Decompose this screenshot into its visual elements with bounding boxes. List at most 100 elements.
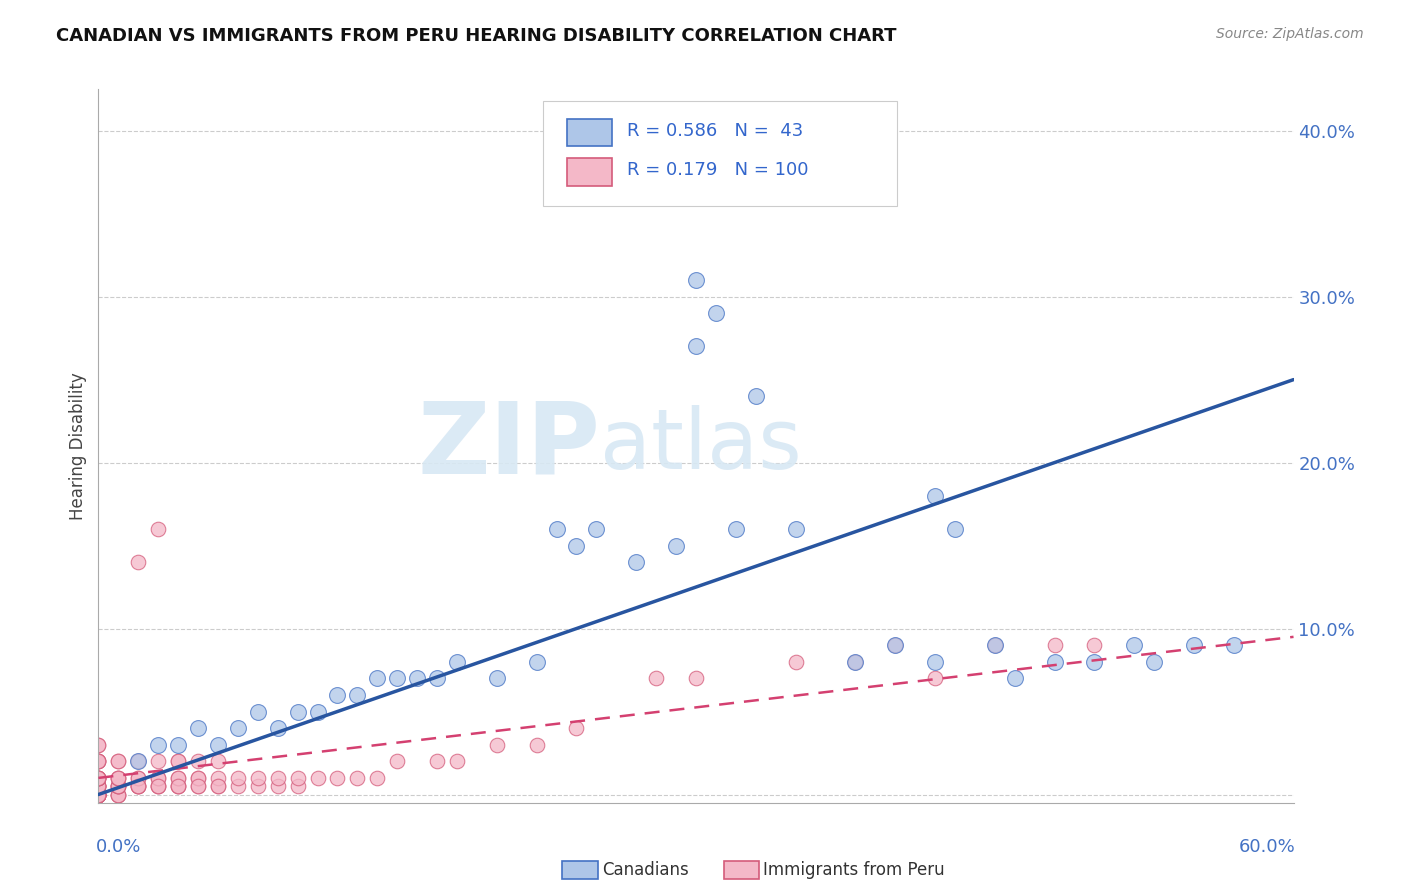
Point	[307, 771, 329, 785]
Point	[107, 754, 129, 768]
Point	[87, 771, 110, 785]
Point	[167, 754, 190, 768]
Point	[207, 738, 229, 752]
Point	[107, 779, 129, 793]
Point	[267, 771, 290, 785]
Point	[187, 771, 209, 785]
Point	[87, 779, 110, 793]
Point	[1123, 638, 1146, 652]
Point	[226, 721, 249, 735]
Point	[984, 638, 1007, 652]
Point	[207, 754, 229, 768]
Point	[565, 721, 588, 735]
Point	[844, 655, 866, 669]
Point	[167, 771, 190, 785]
Point	[187, 771, 209, 785]
Point	[426, 754, 449, 768]
Point	[148, 779, 170, 793]
Point	[246, 705, 269, 719]
Point	[87, 788, 110, 802]
Point	[87, 738, 110, 752]
Point	[87, 788, 110, 802]
Point	[87, 754, 110, 768]
Point	[87, 779, 110, 793]
Point	[87, 771, 110, 785]
Point	[187, 779, 209, 793]
Point	[246, 771, 269, 785]
Point	[148, 754, 170, 768]
Point	[148, 779, 170, 793]
Point	[1083, 655, 1105, 669]
Point	[87, 788, 110, 802]
Text: R = 0.586   N =  43: R = 0.586 N = 43	[627, 121, 803, 139]
Text: 60.0%: 60.0%	[1239, 838, 1296, 856]
Point	[87, 754, 110, 768]
Point	[924, 489, 946, 503]
Point	[127, 779, 149, 793]
Point	[485, 738, 508, 752]
Point	[226, 771, 249, 785]
Point	[148, 522, 170, 536]
Point	[685, 273, 707, 287]
Point	[565, 539, 588, 553]
Point	[226, 779, 249, 793]
Point	[167, 779, 190, 793]
Point	[87, 788, 110, 802]
Point	[148, 779, 170, 793]
Point	[87, 779, 110, 793]
Point	[366, 771, 388, 785]
Point	[87, 771, 110, 785]
Point	[346, 688, 368, 702]
Point	[107, 771, 129, 785]
Point	[546, 522, 568, 536]
Point	[267, 779, 290, 793]
Point	[526, 738, 548, 752]
Text: 0.0%: 0.0%	[96, 838, 142, 856]
Point	[127, 754, 149, 768]
Point	[127, 779, 149, 793]
Point	[326, 771, 349, 785]
Point	[148, 771, 170, 785]
Point	[1043, 638, 1066, 652]
Point	[704, 306, 727, 320]
Point	[87, 779, 110, 793]
Point	[107, 779, 129, 793]
Point	[385, 671, 409, 685]
Point	[127, 754, 149, 768]
Point	[87, 788, 110, 802]
Point	[326, 688, 349, 702]
Point	[107, 779, 129, 793]
Point	[984, 638, 1007, 652]
Point	[148, 771, 170, 785]
Point	[924, 671, 946, 685]
FancyBboxPatch shape	[567, 159, 613, 186]
Point	[385, 754, 409, 768]
FancyBboxPatch shape	[567, 120, 613, 146]
Point	[167, 771, 190, 785]
Point	[207, 771, 229, 785]
Point	[87, 788, 110, 802]
Text: R = 0.179   N = 100: R = 0.179 N = 100	[627, 161, 808, 178]
Text: atlas: atlas	[600, 406, 801, 486]
Point	[366, 671, 388, 685]
Point	[446, 655, 468, 669]
Point	[287, 705, 309, 719]
Point	[87, 771, 110, 785]
Point	[526, 655, 548, 669]
Point	[1004, 671, 1026, 685]
Point	[246, 779, 269, 793]
Point	[446, 754, 468, 768]
Point	[1143, 655, 1166, 669]
Point	[87, 788, 110, 802]
Point	[107, 779, 129, 793]
Point	[107, 788, 129, 802]
Point	[207, 779, 229, 793]
Point	[87, 788, 110, 802]
Point	[87, 779, 110, 793]
Point	[167, 779, 190, 793]
Point	[87, 788, 110, 802]
Point	[127, 779, 149, 793]
Point	[585, 522, 607, 536]
Point	[87, 738, 110, 752]
Point	[924, 655, 946, 669]
